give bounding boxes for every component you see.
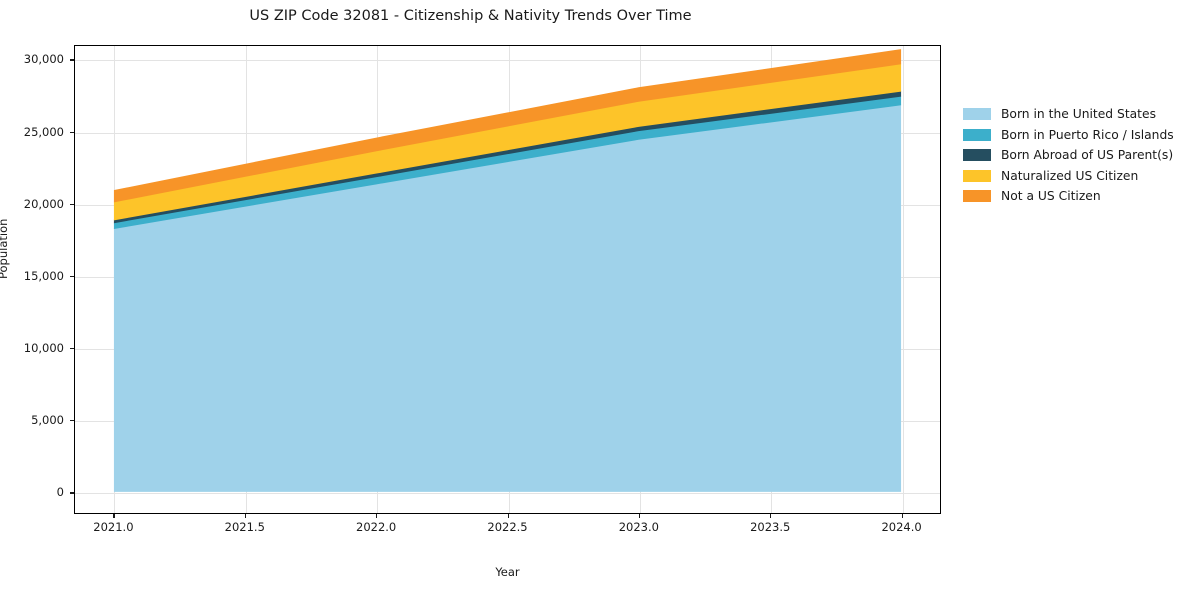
legend-label: Born Abroad of US Parent(s) (1001, 148, 1174, 163)
legend-item[interactable]: Born in Puerto Rico / Islands (963, 125, 1174, 146)
legend-swatch (963, 108, 991, 121)
x-tick-label: 2024.0 (881, 520, 922, 534)
legend-label: Naturalized US Citizen (1001, 168, 1139, 183)
legend-label: Born in the United States (1001, 107, 1156, 122)
x-tick-mark (507, 514, 509, 518)
y-tick-label: 5,000 (31, 413, 64, 428)
y-tick-mark (70, 348, 74, 350)
y-tick-mark (70, 275, 74, 278)
y-tick-label: 15,000 (23, 268, 64, 283)
y-tick-mark (70, 131, 74, 133)
y-tick-mark (70, 203, 74, 205)
legend-swatch (963, 190, 991, 203)
x-tick-label: 2023.5 (750, 520, 791, 534)
y-tick-mark (70, 420, 74, 422)
x-tick-mark (113, 514, 115, 518)
gridline-vertical (902, 46, 904, 513)
legend-label: Born in Puerto Rico / Islands (1001, 127, 1174, 142)
legend-label: Not a US Citizen (1001, 189, 1101, 204)
y-tick-mark (70, 492, 74, 494)
legend-item[interactable]: Naturalized US Citizen (963, 166, 1174, 187)
x-tick-mark (770, 514, 772, 518)
legend-item[interactable]: Born Abroad of US Parent(s) (963, 145, 1174, 166)
area-band (113, 104, 902, 492)
x-tick-mark (244, 514, 246, 518)
chart-title: US ZIP Code 32081 - Citizenship & Nativi… (249, 8, 692, 24)
x-tick-label: 2021.5 (224, 520, 265, 534)
y-tick-label: 0 (56, 485, 64, 500)
x-tick-mark (376, 514, 378, 518)
x-tick-label: 2023.0 (618, 520, 659, 534)
x-tick-label: 2022.5 (487, 520, 528, 534)
y-tick-label: 25,000 (23, 124, 64, 139)
legend-swatch (963, 149, 991, 162)
y-tick-label: 30,000 (23, 52, 64, 67)
plot-area (74, 45, 941, 514)
x-tick-label: 2021.0 (93, 520, 134, 534)
y-tick-label: 10,000 (23, 341, 64, 356)
legend-item[interactable]: Not a US Citizen (963, 186, 1174, 207)
legend-swatch (963, 169, 991, 182)
y-axis-label: Population (0, 218, 10, 279)
chart-legend: Born in the United States Born in Puerto … (963, 104, 1174, 207)
stacked-area-series (113, 49, 902, 492)
gridline-horizontal (75, 493, 940, 495)
x-axis-label: Year (495, 565, 520, 579)
gridline-horizontal (75, 60, 940, 62)
x-tick-mark (901, 514, 903, 518)
legend-item[interactable]: Born in the United States (963, 104, 1174, 125)
y-tick-mark (70, 59, 74, 61)
x-tick-label: 2022.0 (356, 520, 397, 534)
x-tick-mark (638, 514, 641, 518)
y-tick-label: 20,000 (23, 196, 64, 211)
area-band (113, 49, 902, 203)
legend-swatch (963, 128, 991, 141)
